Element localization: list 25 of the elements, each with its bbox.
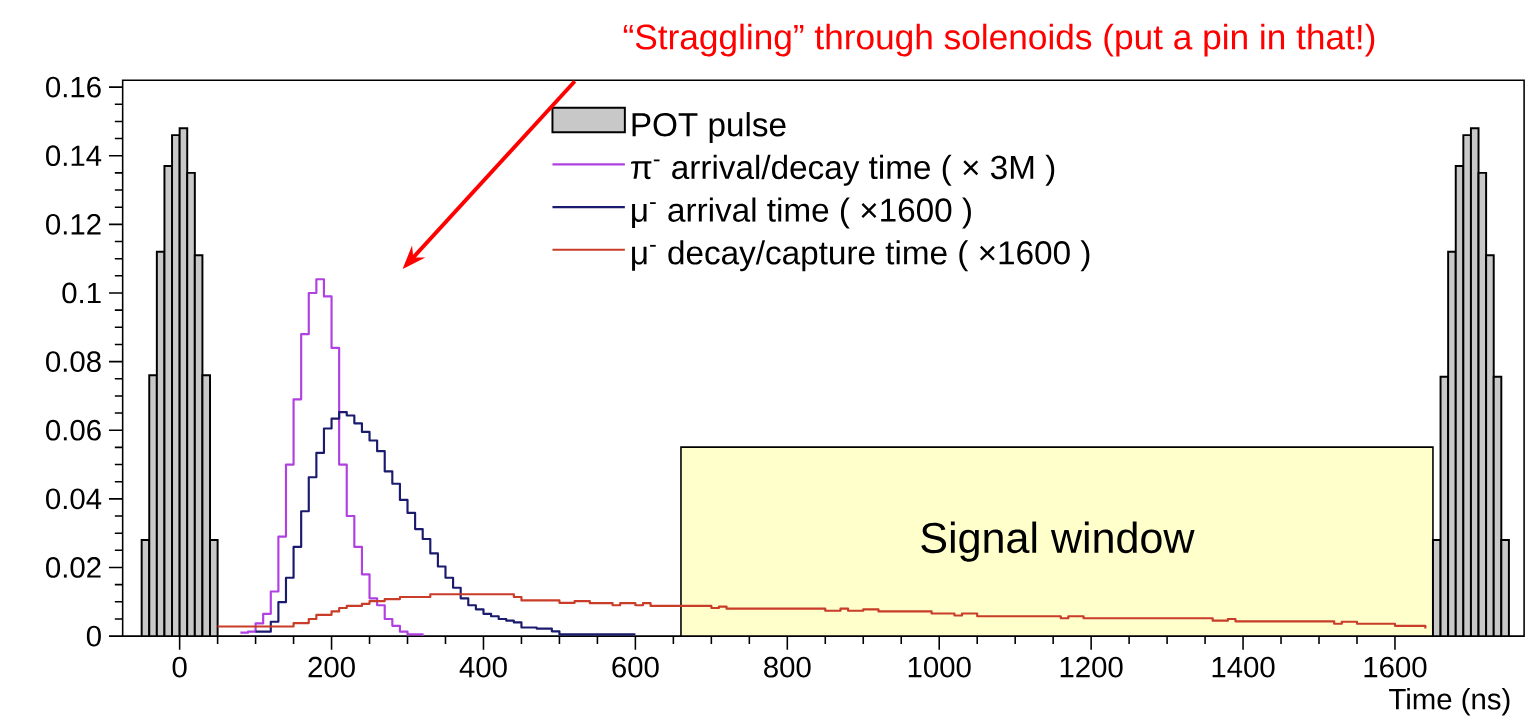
x-tick-label: 800 — [764, 656, 811, 678]
y-tick-label: 0.12 — [46, 213, 101, 235]
y-tick-label: 0.06 — [46, 419, 101, 441]
x-tick-label: 400 — [459, 656, 507, 678]
y-tick-label: 0.04 — [46, 488, 102, 510]
x-tick-label: 1600 — [1364, 656, 1427, 678]
x-tick-label: 1400 — [1212, 656, 1275, 678]
x-tick-label: 1200 — [1060, 656, 1123, 678]
y-tick-label: 0.08 — [46, 351, 101, 373]
legend-label: POT pulse — [632, 112, 786, 144]
y-tick-label: 0.14 — [46, 145, 102, 167]
y-tick-label: 0.1 — [62, 282, 101, 304]
x-tick-label: 0 — [172, 656, 187, 678]
legend-label: μ$^{-}$ arrival time ( ×1600 ) — [632, 197, 971, 229]
x-tick-label: 600 — [612, 656, 659, 678]
legend-label: π$^{-}$ arrival/decay time ( × 3M ) — [631, 154, 1055, 186]
band-label: Signal window — [921, 521, 1195, 562]
x-tick-label: 200 — [308, 656, 355, 678]
text: “Straggling” through solenoids (put a pin in that!) — [623, 23, 1375, 57]
legend-label: μ$^{-}$ decay/capture time ( ×1600 ) — [632, 240, 1090, 272]
y-tick-label: 0 — [86, 625, 101, 647]
x-axis-title: Time (ns) — [1389, 688, 1510, 716]
y-tick-label: 0.16 — [46, 76, 101, 98]
x-tick-label: 1000 — [908, 656, 971, 678]
y-tick-label: 0.02 — [46, 557, 101, 578]
